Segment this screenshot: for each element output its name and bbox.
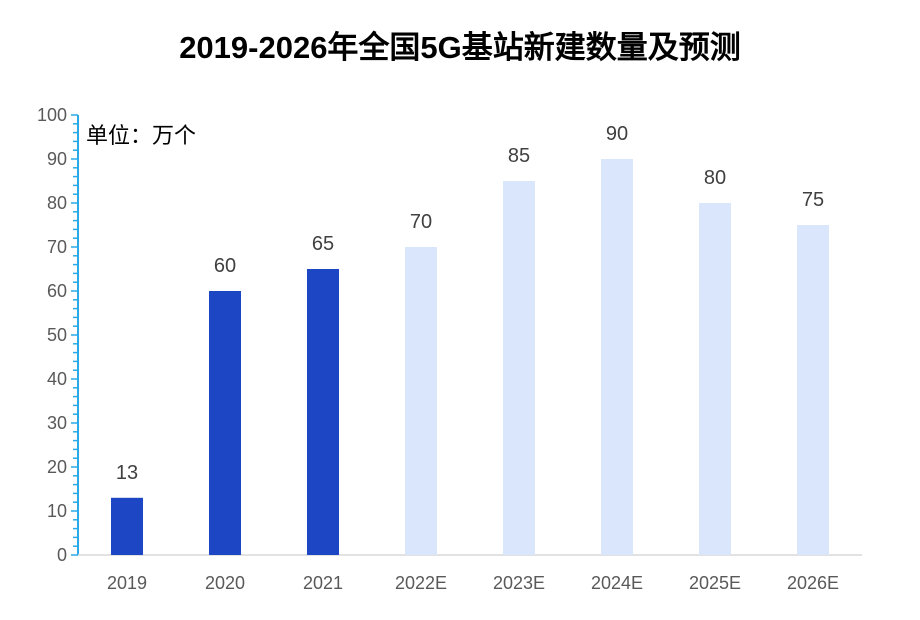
y-tick-label: 70 — [47, 237, 67, 257]
bar-2021 — [307, 269, 339, 555]
x-tick-label-2022E: 2022E — [395, 573, 447, 593]
x-axis: 2019 2020 2021 2022E 2023E 2024E 2025E 2026E — [78, 554, 862, 593]
y-tick-label: 30 — [47, 413, 67, 433]
bar-2025E — [699, 203, 731, 555]
bar-2024E — [601, 159, 633, 555]
data-label-2024E: 90 — [606, 123, 628, 145]
x-tick-label-2023E: 2023E — [493, 573, 545, 593]
x-tick-label-2026E: 2026E — [787, 573, 839, 593]
bar-2020 — [209, 291, 241, 555]
x-tick-label-2019: 2019 — [107, 573, 147, 593]
bar-2022E — [405, 247, 437, 555]
bar-2023E — [503, 181, 535, 555]
data-label-2023E: 85 — [508, 145, 530, 167]
x-tick-label-2021: 2021 — [303, 573, 343, 593]
y-tick-label: 20 — [47, 457, 67, 477]
x-tick-label-2020: 2020 — [205, 573, 245, 593]
y-axis: 0 10 20 30 40 50 60 70 80 90 100 — [37, 105, 79, 565]
data-label-2026E: 75 — [802, 189, 824, 211]
bar-2019 — [111, 497, 143, 555]
y-tick-label: 40 — [47, 369, 67, 389]
bars — [111, 159, 829, 555]
x-tick-label-2025E: 2025E — [689, 573, 741, 593]
y-tick-label: 90 — [47, 149, 67, 169]
y-tick-label: 60 — [47, 281, 67, 301]
y-tick-label: 0 — [57, 545, 67, 565]
data-labels: 13 60 65 70 85 90 80 75 — [116, 123, 824, 484]
data-label-2022E: 70 — [410, 211, 432, 233]
data-label-2020: 60 — [214, 255, 236, 277]
y-tick-label: 10 — [47, 501, 67, 521]
data-label-2019: 13 — [116, 462, 138, 484]
y-tick-label: 80 — [47, 193, 67, 213]
unit-label: 单位：万个 — [86, 123, 197, 148]
bar-2026E — [797, 225, 829, 555]
data-label-2021: 65 — [312, 233, 334, 255]
y-tick-label: 50 — [47, 325, 67, 345]
x-tick-label-2024E: 2024E — [591, 573, 643, 593]
data-label-2025E: 80 — [704, 167, 726, 189]
chart-title: 2019-2026年全国5G基站新建数量及预测 — [179, 30, 741, 65]
y-tick-label: 100 — [37, 105, 67, 125]
